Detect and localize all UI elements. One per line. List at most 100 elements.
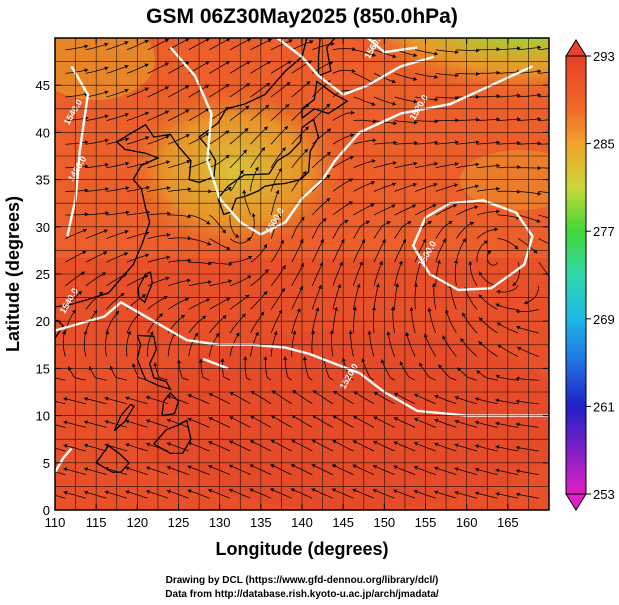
streamline	[456, 206, 479, 216]
streamline	[332, 284, 341, 310]
streamline-arrow	[390, 306, 395, 311]
streamline-arrow	[165, 276, 170, 281]
streamline-arrow	[246, 237, 251, 242]
streamline	[464, 287, 478, 310]
streamline-arrow	[105, 187, 109, 192]
streamline-arrow	[392, 182, 396, 187]
streamline-arrow	[372, 488, 377, 493]
streamline-arrow	[248, 255, 253, 260]
streamline	[84, 467, 107, 475]
streamline	[312, 103, 331, 121]
streamline	[85, 272, 106, 287]
streamline	[64, 309, 77, 334]
streamline-arrow	[290, 488, 295, 492]
colorbar-tick-label: 285	[593, 137, 615, 152]
streamline	[55, 471, 66, 475]
streamline	[368, 330, 375, 357]
streamline-arrow	[263, 356, 268, 360]
streamline-arrow	[537, 45, 542, 50]
streamline	[414, 260, 422, 286]
height-contour	[55, 301, 549, 417]
streamline-arrow	[442, 238, 446, 243]
streamline	[147, 213, 171, 216]
streamline-arrow	[432, 204, 437, 208]
streamline-arrow	[261, 147, 265, 152]
streamline-arrow	[222, 229, 226, 234]
streamline-arrow	[370, 180, 375, 185]
streamline	[415, 183, 438, 192]
streamline-arrow	[105, 211, 109, 216]
streamline-arrow	[222, 315, 227, 320]
streamline	[85, 229, 108, 239]
x-axis: 110 115 120 125 130 135 140 145 150 155 160 165	[45, 38, 519, 530]
streamline	[250, 269, 269, 287]
streamline	[291, 308, 301, 334]
streamline	[312, 174, 331, 192]
streamline-arrow	[393, 140, 398, 145]
streamline	[65, 165, 89, 169]
streamline-arrow	[454, 395, 459, 400]
streamline-arrow	[228, 279, 232, 284]
streamline	[270, 287, 286, 310]
streamline-arrow	[229, 391, 234, 396]
streamline	[125, 420, 148, 428]
streamline	[85, 43, 109, 51]
streamline	[168, 260, 192, 263]
streamline-arrow	[271, 390, 276, 395]
streamline-arrow	[125, 210, 130, 215]
streamline-arrow	[349, 155, 354, 160]
streamline-arrow	[275, 190, 280, 194]
streamline-arrow	[392, 161, 397, 166]
streamline-arrow	[516, 117, 521, 122]
streamline	[168, 214, 192, 218]
streamline-arrow	[288, 39, 293, 44]
streamline	[394, 260, 403, 286]
streamline-arrow	[434, 74, 438, 80]
streamline-arrow	[247, 275, 252, 280]
streamline-arrow	[340, 239, 345, 244]
streamline	[166, 395, 189, 405]
streamline-arrow	[244, 128, 249, 132]
streamline	[393, 465, 416, 475]
streamline-arrow	[145, 253, 150, 258]
streamline	[109, 365, 128, 381]
streamline	[518, 46, 542, 51]
height-contour	[202, 357, 229, 370]
streamline-arrow	[475, 71, 480, 76]
streamline-arrow	[332, 439, 337, 444]
streamline-arrow	[208, 392, 213, 397]
streamline	[454, 396, 478, 405]
streamline-arrow	[352, 440, 357, 444]
streamline-arrow	[146, 489, 150, 494]
streamline	[433, 283, 437, 310]
streamline-arrow	[462, 238, 466, 243]
streamline	[200, 358, 210, 381]
streamline	[332, 219, 349, 239]
streamline	[291, 170, 307, 192]
streamline	[65, 69, 89, 74]
streamline	[85, 188, 109, 192]
streamline-arrow	[82, 228, 87, 233]
streamline-arrow	[448, 220, 453, 225]
streamline	[65, 45, 89, 51]
streamline-arrow	[249, 488, 254, 493]
streamline	[265, 356, 272, 381]
streamline	[188, 261, 212, 265]
streamline	[104, 397, 128, 405]
streamline-arrow	[83, 396, 88, 401]
streamline	[188, 315, 207, 334]
streamline-arrow	[414, 140, 418, 146]
streamline-arrow	[43, 491, 47, 495]
streamline-arrow	[144, 87, 149, 92]
streamline-arrow	[208, 488, 213, 493]
streamline	[147, 295, 168, 310]
streamline-arrow	[226, 297, 231, 302]
streamline	[168, 160, 191, 169]
streamline	[291, 126, 310, 145]
y-axis: 0 5 10 15 20 25 30 35 40 45	[36, 78, 549, 518]
streamline	[445, 309, 457, 334]
streamline	[291, 330, 296, 357]
streamline-arrow	[291, 464, 296, 468]
streamline-arrow	[260, 311, 265, 316]
streamline-arrow	[84, 188, 89, 193]
